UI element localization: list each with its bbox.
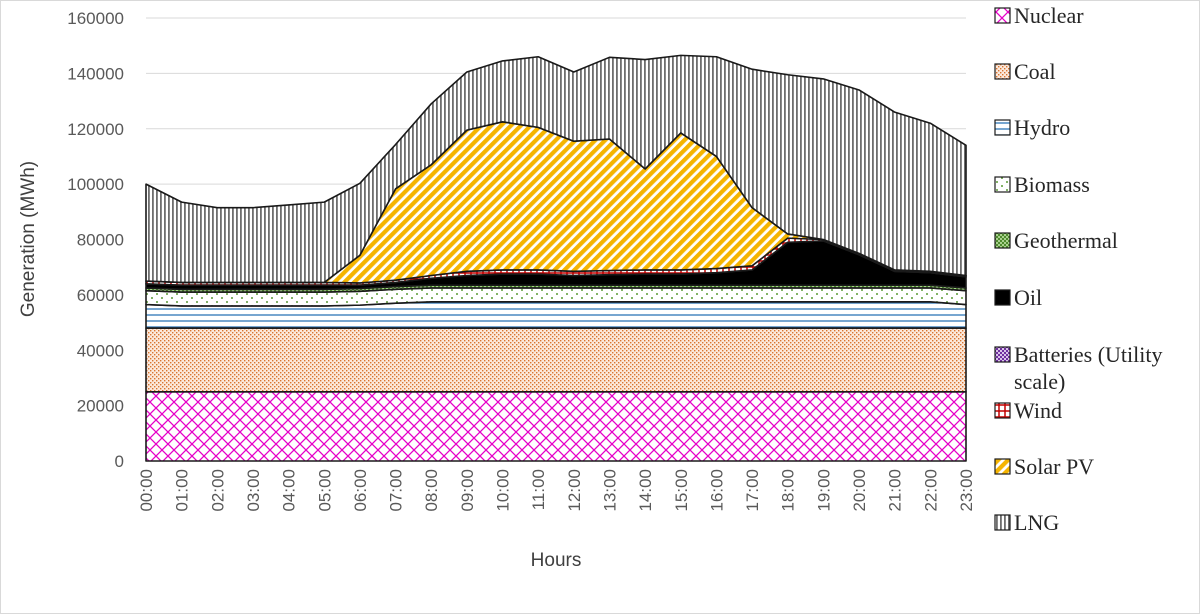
x-axis-title: Hours <box>531 550 582 571</box>
x-tick-label: 22:00 <box>921 469 940 512</box>
legend-swatch-wind <box>994 402 1011 419</box>
legend-swatch-hydro <box>994 119 1011 136</box>
y-tick-label: 160000 <box>67 9 124 28</box>
x-tick-label: 11:00 <box>529 469 548 510</box>
y-tick-label: 80000 <box>77 231 124 250</box>
legend-swatch-nuclear <box>994 7 1011 24</box>
legend-label-oil: Oil <box>1014 285 1042 310</box>
legend-swatch-solar-pv <box>994 458 1011 475</box>
legend-swatch-lng <box>994 514 1011 531</box>
area-coal <box>145 327 967 393</box>
legend-label-wind: Wind <box>1014 398 1062 423</box>
x-tick-label: 17:00 <box>743 469 762 512</box>
legend-label-hydro: Hydro <box>1014 115 1070 140</box>
x-tick-label: 02:00 <box>208 469 227 512</box>
legend-swatch-biomass <box>994 176 1011 193</box>
x-tick-labels: 00:00 01:00 02:00 03:00 04:00 05:00 06:00 07:00… <box>137 469 976 512</box>
x-tick-label: 08:00 <box>422 469 441 512</box>
y-tick-label: 20000 <box>77 397 124 416</box>
legend-swatch-batteries-utility-scale <box>994 346 1011 363</box>
legend-label-solar-pv: Solar PV <box>1014 454 1094 479</box>
x-tick-label: 10:00 <box>494 469 513 512</box>
x-tick-label: 09:00 <box>458 469 477 512</box>
area-lng <box>145 54 967 284</box>
x-tick-label: 20:00 <box>850 469 869 512</box>
x-tick-label: 01:00 <box>173 469 192 512</box>
x-tick-label: 18:00 <box>779 469 798 512</box>
y-tick-label: 120000 <box>67 120 124 139</box>
x-tick-label: 14:00 <box>636 469 655 512</box>
x-tick-label: 13:00 <box>600 469 619 512</box>
y-tick-label: 140000 <box>67 64 124 83</box>
x-tick-label: 05:00 <box>315 469 334 512</box>
y-tick-label: 60000 <box>77 286 124 305</box>
y-axis-title: Generation (MWh) <box>18 161 39 317</box>
y-tick-label: 0 <box>115 452 124 471</box>
x-tick-label: 00:00 <box>137 469 156 512</box>
x-tick-label: 21:00 <box>886 469 905 512</box>
x-tick-label: 04:00 <box>280 469 299 512</box>
legend-swatch-oil <box>994 289 1011 306</box>
y-tick-label: 100000 <box>67 175 124 194</box>
legend-label-biomass: Biomass <box>1014 172 1090 197</box>
legend-swatch-geothermal <box>994 232 1011 249</box>
x-tick-label: 19:00 <box>814 469 833 512</box>
x-tick-label: 06:00 <box>351 469 370 512</box>
legend-label-nuclear: Nuclear <box>1014 3 1084 28</box>
x-tick-label: 03:00 <box>244 469 263 512</box>
area-nuclear <box>145 390 967 462</box>
legend-label-coal: Coal <box>1014 59 1056 84</box>
legend-label-geothermal: Geothermal <box>1014 228 1118 253</box>
legend-swatch-coal <box>994 63 1011 80</box>
y-tick-label: 40000 <box>77 341 124 360</box>
y-tick-labels: 0 20000 40000 60000 80000 100000 120000 140000 1… <box>67 9 124 471</box>
legend-label-batteries-utility-scale: Batteries (Utility scale) <box>1014 342 1162 394</box>
x-tick-label: 15:00 <box>672 469 691 512</box>
x-tick-label: 23:00 <box>957 469 976 512</box>
plot-areas <box>145 54 967 462</box>
x-tick-label: 12:00 <box>565 469 584 512</box>
x-tick-label: 16:00 <box>707 469 726 512</box>
x-tick-label: 07:00 <box>387 469 406 512</box>
legend: Nuclear Coal Hydro Biomass Geothermal Oil Batt… <box>994 3 1162 535</box>
legend-label-lng: LNG <box>1014 510 1059 535</box>
